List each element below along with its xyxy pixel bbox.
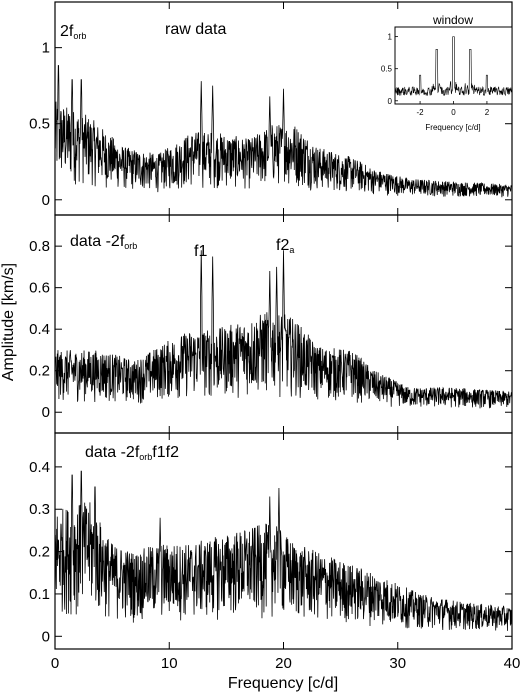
window-inset: window 0 0.5 1 -2 0 2 Frequency [c/d] xyxy=(381,13,513,132)
xtick-label: 0 xyxy=(51,655,59,672)
inset-xtick-label: -2 xyxy=(417,108,425,117)
inset-spectrum-line xyxy=(394,36,513,97)
inset-trace xyxy=(394,36,513,97)
bottom-data-label: data -2forbf1f2 xyxy=(85,444,179,462)
f1-label: f1 xyxy=(194,243,207,260)
spectrum-line-bottom xyxy=(54,470,513,631)
ytick-label: 0.1 xyxy=(29,586,50,603)
xtick-label: 40 xyxy=(504,655,521,672)
top-raw-data-label: raw data xyxy=(165,21,226,38)
ytick-label: 1 xyxy=(42,40,50,57)
inset-ytick-label: 1 xyxy=(388,33,393,42)
inset-xlabel: Frequency [c/d] xyxy=(425,123,480,132)
ytick-label: 0.6 xyxy=(29,280,50,297)
inset-title: window xyxy=(432,13,473,27)
inset-ytick-label: 0.5 xyxy=(381,65,393,74)
spectrum-line-top xyxy=(54,65,513,198)
ytick-label: 0.2 xyxy=(29,363,50,380)
ytick-label: 0.4 xyxy=(29,459,50,476)
ytick-label: 0 xyxy=(42,192,50,209)
xtick-label: 10 xyxy=(161,655,178,672)
inset-ticks: 0 0.5 1 -2 0 2 xyxy=(381,33,490,117)
ytick-label: 0.4 xyxy=(29,321,50,338)
inset-xtick-label: 0 xyxy=(451,108,456,117)
ytick-label: 0.8 xyxy=(29,238,50,255)
inset-frame xyxy=(394,26,513,105)
x-axis-label: Frequency [c/d] xyxy=(228,675,338,692)
ytick-label: 0.5 xyxy=(29,116,50,133)
inset-ytick-label: 0 xyxy=(388,97,393,106)
xtick-label: 30 xyxy=(389,655,406,672)
f2a-label: f2a xyxy=(276,237,294,255)
middle-data-label: data -2forb xyxy=(70,233,137,251)
ytick-label: 0.3 xyxy=(29,501,50,518)
y-axis-label: Amplitude [km/s] xyxy=(0,263,17,381)
ytick-label: 0 xyxy=(42,404,50,421)
ytick-label: 0.2 xyxy=(29,544,50,561)
spectrum-line-middle xyxy=(54,250,513,409)
xtick-label: 20 xyxy=(275,655,292,672)
top-orb-label: 2forb xyxy=(60,23,86,41)
spectrum-traces xyxy=(54,65,513,631)
ytick-label: 0 xyxy=(42,628,50,645)
inset-xtick-label: 2 xyxy=(485,108,490,117)
